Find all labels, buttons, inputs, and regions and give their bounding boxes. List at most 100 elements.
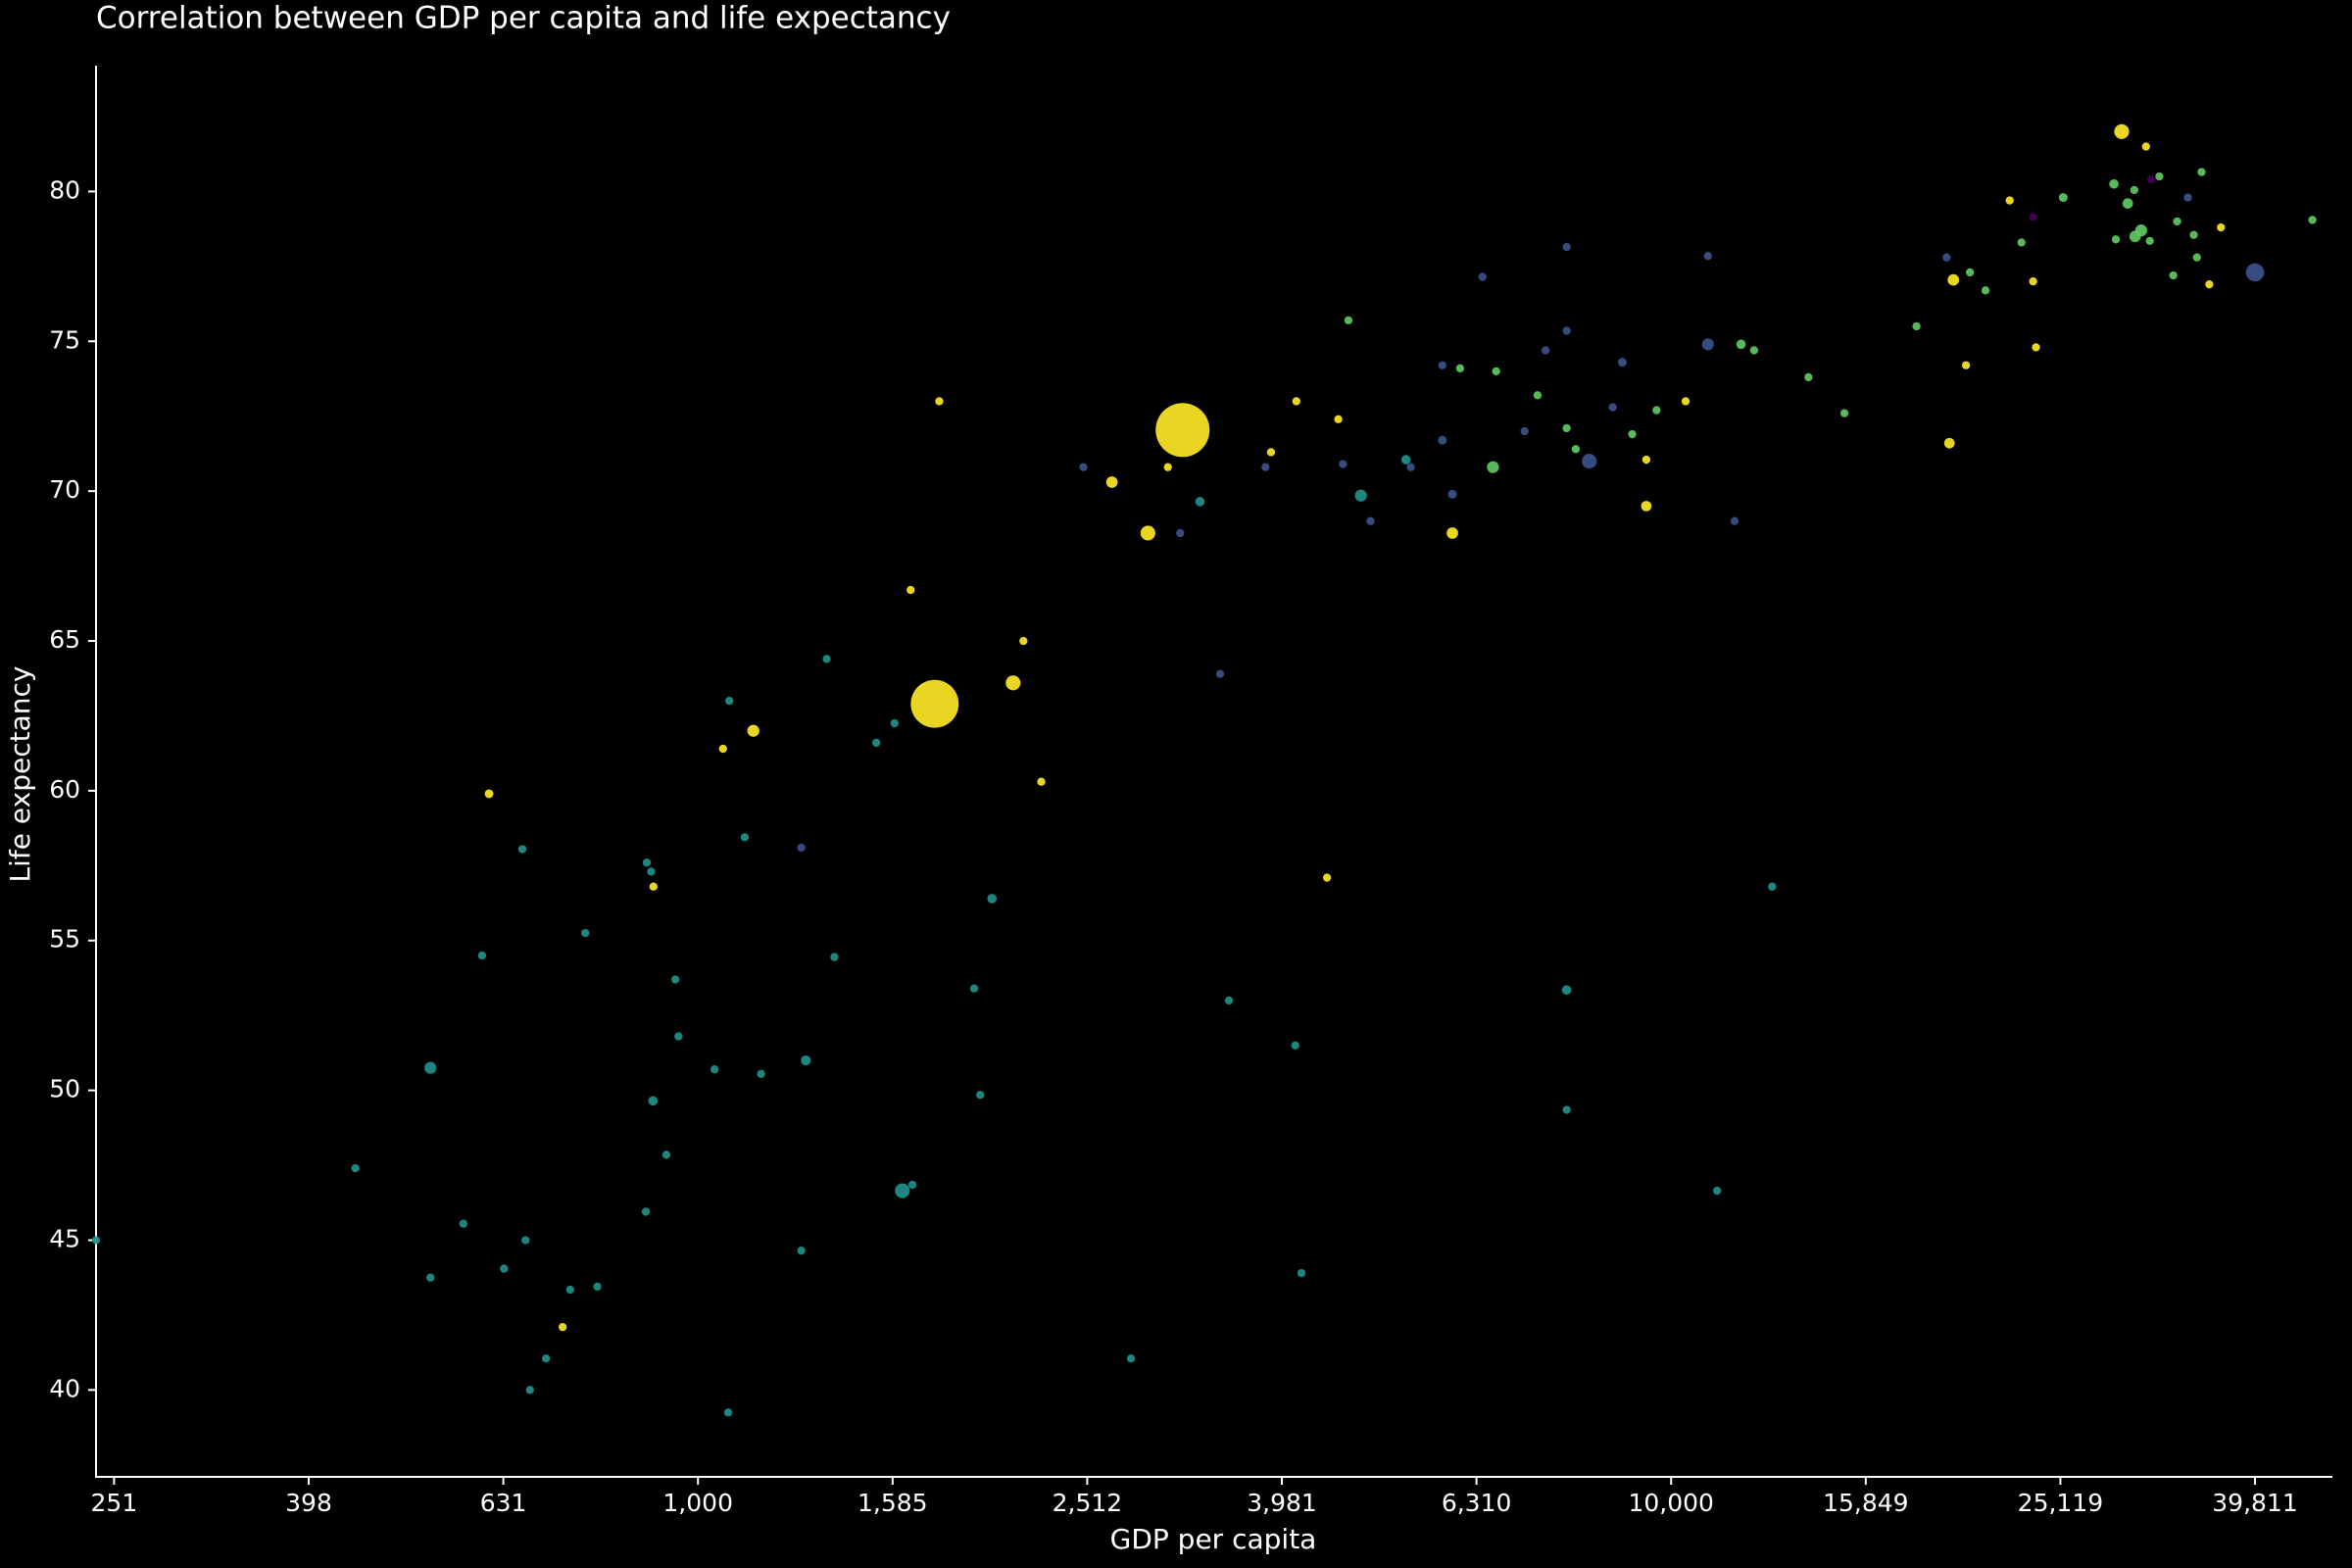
bubble [872,738,881,748]
bubble [1354,489,1367,502]
bubble [2169,270,2178,280]
bubble [648,1096,659,1106]
bubble [1105,476,1118,488]
bubble [1406,463,1415,471]
x-tick-label: 1,000 [662,1489,733,1517]
bubble [1561,985,1572,995]
bubble [757,1069,765,1078]
bubble [517,845,527,854]
bubble [1366,516,1375,525]
y-tick-label: 75 [49,325,80,354]
y-tick-label: 50 [49,1075,80,1103]
x-tick-label: 631 [480,1489,527,1517]
bubble [351,1163,360,1173]
bubble [2155,172,2164,181]
x-tick-label: 398 [285,1489,332,1517]
bubble [1297,1268,1306,1278]
bubble [525,1386,534,1395]
bubble [1163,463,1172,471]
x-tick-label: 1,585 [858,1489,928,1517]
bubble [987,894,998,904]
x-tick-label: 6,310 [1442,1489,1512,1517]
bubble [2032,343,2040,352]
bubble [1582,453,1597,469]
bubble [740,833,750,842]
y-tick-label: 60 [49,775,80,804]
bubble [1642,455,1651,465]
chart-title: Correlation between GDP per capita and l… [96,1,951,36]
bubble [969,984,979,993]
bubble [1446,527,1458,539]
bubble [642,858,652,867]
bubble [541,1354,551,1363]
bubble [1019,636,1028,646]
bubble [500,1264,509,1273]
bubble [2197,168,2206,176]
bubble [593,1282,602,1292]
x-tick-label: 15,849 [1823,1489,1908,1517]
bubble [2109,178,2119,189]
bubble [725,696,734,706]
bubble [907,1180,917,1190]
bubble [581,928,590,938]
bubble [1291,1041,1299,1050]
bubble [2308,216,2317,224]
bubble [1037,777,1046,786]
y-tick-label: 80 [49,175,80,204]
bubble [565,1285,574,1295]
bubble [1961,361,1971,369]
bubble [1942,253,1951,262]
bubble [1562,423,1571,433]
bubble [2058,193,2068,203]
bubble [1195,497,1205,507]
y-tick-label: 70 [49,475,80,504]
bubble [822,655,831,663]
x-tick-label: 25,119 [2018,1489,2103,1517]
x-tick-label: 3,981 [1247,1489,1317,1517]
bubble [521,1236,530,1245]
bubble [710,1065,719,1074]
bubble [830,953,839,961]
bubble [426,1273,435,1282]
bubble [1292,397,1300,406]
bubble [1492,367,1500,376]
bubble [718,744,727,754]
x-tick-label: 251 [91,1489,138,1517]
bubble [2183,193,2192,202]
x-tick-label: 2,512 [1053,1489,1123,1517]
bubble [801,1054,811,1066]
bubble [459,1219,467,1228]
bubble [2192,253,2201,262]
x-axis-title: GDP per capita [1110,1523,1317,1555]
bubble [1339,460,1348,468]
bubble [484,789,494,799]
bubble [1562,326,1571,335]
x-tick-label: 39,811 [2212,1489,2297,1517]
bubble [1562,242,1571,252]
bubble [2217,222,2226,232]
bubble [641,1207,651,1216]
bubble [1344,316,1353,325]
bubble [1541,346,1550,355]
bubble [671,975,680,984]
bubble [1681,397,1690,406]
bubble [1571,445,1581,454]
bubble [1322,873,1332,882]
bubble [1701,338,1714,351]
bubble [1628,429,1637,439]
bubble [2145,236,2154,246]
bubble [2173,217,2181,226]
bubble [1400,455,1411,465]
bubble [1438,361,1446,369]
bubble [2005,196,2014,205]
bubble [906,585,915,595]
bubble [1608,403,1617,412]
bubble [424,1061,437,1074]
bubble [747,724,760,737]
bubble [2114,123,2130,139]
bubble [1703,251,1712,261]
y-axis-title: Life expectancy [4,666,36,883]
bubble [1126,1354,1136,1363]
bubble [2122,198,2133,210]
